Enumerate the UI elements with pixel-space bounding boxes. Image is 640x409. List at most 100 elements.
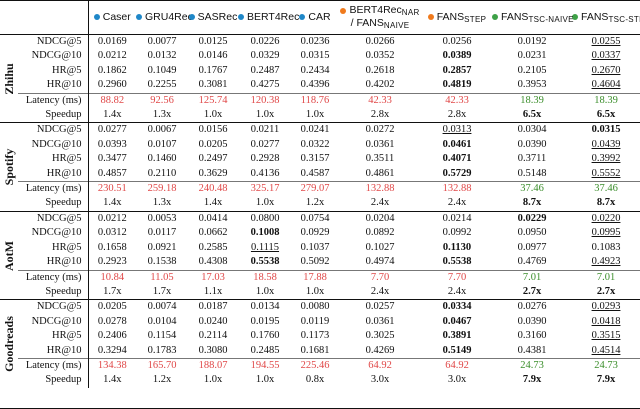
legend-label: FANS [581, 10, 609, 23]
table-body: Zhihu NDCG@5 0.0169 0.0077 0.0125 0.0226 0.023… [0, 33, 640, 388]
metric-label: HR@10 [18, 78, 89, 94]
value-cell: 1.7x [152, 285, 172, 297]
value-cell: 0.2618 [365, 64, 395, 76]
value-cell: 0.0992 [442, 227, 472, 239]
dataset-group: AotM [0, 210, 18, 300]
value-cell: 0.0117 [147, 227, 177, 239]
metric-label: HR@5 [18, 152, 89, 167]
value-cell: 0.0220 [572, 210, 640, 227]
value-cell: 0.4275 [250, 79, 280, 91]
value-cell: 0.0315 [572, 122, 640, 138]
value-cell: 0.0214 [422, 210, 492, 227]
orange-dot-icon [340, 7, 347, 14]
dataset-label: Spotify [1, 148, 16, 186]
table-row: HR@10 0.3294 0.1783 0.3080 0.2485 0.1681 0.426… [0, 343, 640, 359]
value-cell: 0.5538 [250, 256, 280, 268]
value-cell: 0.4269 [365, 344, 395, 356]
value-cell: 0.0080 [292, 299, 338, 315]
value-cell: 188.07 [188, 357, 238, 374]
value-cell: 2.4x [447, 197, 467, 209]
value-cell: 0.1862 [97, 64, 127, 76]
value-cell: 0.1083 [591, 241, 621, 253]
legend-fans-step: FANSSTEP [422, 0, 492, 35]
legend-bert4rec: BERT4Rec [238, 0, 299, 35]
value-cell: 0.3477 [97, 153, 127, 165]
value-cell: 0.1767 [198, 64, 228, 76]
metric-label: Speedup [18, 373, 89, 388]
value-cell: 0.0205 [198, 138, 228, 150]
legend-car: CAR [292, 0, 338, 35]
value-cell: 0.2928 [250, 153, 280, 165]
value-cell: 259.18 [136, 181, 188, 197]
value-cell: 0.5092 [300, 256, 330, 268]
value-cell: 120.38 [238, 92, 292, 109]
value-cell: 0.1037 [300, 241, 330, 253]
value-cell: 3.0x [447, 374, 467, 386]
value-cell: 0.0229 [492, 210, 572, 227]
value-cell: 1.2x [152, 374, 172, 386]
metric-label: Speedup [18, 284, 89, 300]
value-cell: 0.0132 [147, 50, 177, 62]
value-cell: 0.3992 [591, 153, 621, 165]
table-row: Latency (ms) 134.38 165.70 188.07 194.55 225.… [0, 357, 640, 374]
orange-dot-icon [427, 14, 434, 20]
dataset-label: Goodreads [1, 316, 16, 372]
value-cell: 1.0x [203, 374, 223, 386]
value-cell: 0.2406 [97, 330, 127, 342]
legend-label: BERT4Rec [247, 11, 300, 23]
legend-spacer [18, 0, 89, 35]
table-row: Latency (ms) 10.84 11.05 17.03 18.58 17.88 7.7… [0, 269, 640, 285]
value-cell: 0.3157 [300, 153, 330, 165]
value-cell: 0.5552 [591, 167, 621, 179]
value-cell: 0.0272 [338, 122, 422, 138]
metric-label: Speedup [18, 108, 89, 123]
value-cell: 0.0389 [442, 50, 472, 62]
value-cell: 0.2857 [442, 64, 472, 76]
value-cell: 0.0361 [365, 138, 395, 150]
table-row: HR@10 0.2960 0.2255 0.3081 0.4275 0.4396 0.420… [0, 78, 640, 94]
blue-dot-icon [136, 14, 142, 20]
value-cell: 2.8x [370, 109, 390, 121]
value-cell: 42.33 [422, 92, 492, 109]
legend-subscript: NAR [401, 8, 420, 17]
value-cell: 92.56 [136, 92, 188, 109]
value-cell: 0.0313 [422, 122, 492, 138]
value-cell: 10.84 [88, 269, 136, 285]
value-cell: 0.1658 [97, 241, 127, 253]
value-cell: 0.0439 [591, 138, 621, 150]
table-row: Spotify NDCG@5 0.0277 0.0067 0.0156 0.0211 0.0… [0, 122, 640, 212]
value-cell: 17.88 [292, 269, 338, 285]
value-cell: 0.0393 [97, 138, 127, 150]
metric-label: Latency (ms) [18, 92, 89, 109]
value-cell: 279.07 [292, 181, 338, 197]
value-cell: 0.4861 [365, 167, 395, 179]
value-cell: 1.0x [305, 109, 325, 121]
value-cell: 0.0995 [591, 227, 621, 239]
legend-subscript: STEP [464, 14, 487, 24]
table-row: HR@10 0.4857 0.2110 0.3629 0.4136 0.4587 0.486… [0, 166, 640, 182]
value-cell: 0.0146 [198, 50, 228, 62]
legend-label: FANS [436, 10, 465, 23]
value-cell: 0.4396 [300, 79, 330, 91]
value-cell: 0.0329 [250, 50, 280, 62]
value-cell: 0.0800 [238, 210, 292, 227]
value-cell: 2.7x [522, 285, 542, 297]
value-cell: 0.0418 [591, 315, 621, 327]
value-cell: 1.3x [152, 197, 172, 209]
legend-gru4rec: GRU4Rec [136, 0, 193, 35]
value-cell: 0.1008 [250, 227, 280, 239]
value-cell: 0.0226 [238, 34, 292, 50]
value-cell: 2.8x [447, 109, 467, 121]
value-cell: 0.5538 [442, 256, 472, 268]
value-cell: 0.3025 [365, 330, 395, 342]
value-cell: 0.4819 [442, 79, 472, 91]
value-cell: 0.1783 [147, 344, 177, 356]
table-row: NDCG@10 0.0312 0.0117 0.0662 0.1008 0.0929 0.0… [0, 226, 640, 241]
value-cell: 0.0278 [97, 315, 127, 327]
value-cell: 1.4x [103, 109, 122, 121]
metric-label: Latency (ms) [18, 357, 89, 374]
green-dot-icon [572, 14, 578, 20]
value-cell: 11.05 [136, 269, 188, 285]
value-cell: 0.3891 [442, 330, 472, 342]
value-cell: 230.51 [88, 181, 136, 197]
